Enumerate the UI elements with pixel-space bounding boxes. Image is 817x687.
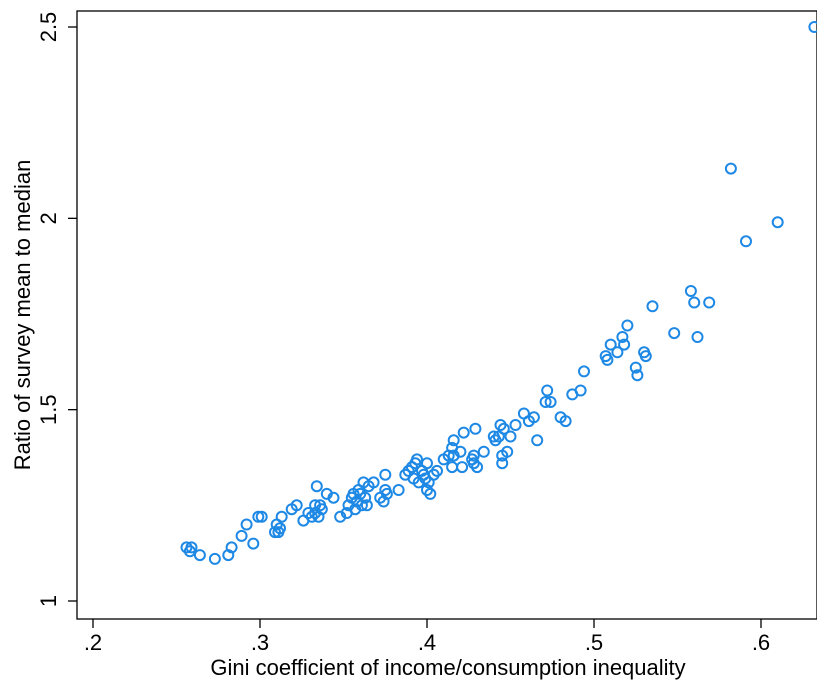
data-point — [431, 464, 443, 477]
data-point — [392, 484, 405, 496]
plot-frame — [76, 10, 817, 620]
y-tick-label: 2.5 — [36, 12, 61, 43]
data-point — [315, 503, 328, 516]
data-point — [359, 491, 372, 504]
data-point — [509, 419, 522, 431]
data-point — [225, 541, 238, 554]
data-point — [496, 457, 509, 470]
y-tick-label: 2 — [36, 212, 61, 224]
x-tick-label: .5 — [585, 630, 603, 655]
data-point — [290, 499, 303, 512]
data-point — [724, 162, 737, 175]
data-point — [327, 491, 340, 504]
data-point — [424, 487, 437, 500]
data-point — [688, 296, 701, 309]
data-point — [771, 216, 784, 229]
data-point — [360, 499, 373, 512]
data-point — [193, 549, 206, 562]
y-axis-title: Ratio of survey mean to median — [10, 160, 35, 471]
data-point — [275, 510, 288, 523]
data-point — [684, 285, 697, 297]
x-tick-label: .4 — [418, 630, 436, 655]
data-point — [469, 422, 482, 435]
data-point — [618, 338, 631, 351]
data-point — [377, 495, 390, 508]
data-point — [457, 426, 470, 439]
data-point — [541, 384, 554, 397]
data-point — [310, 480, 323, 493]
data-point — [447, 434, 460, 447]
data-point — [668, 327, 681, 340]
data-point — [527, 411, 540, 424]
data-point — [740, 235, 752, 248]
y-tick-label: 1.5 — [36, 394, 61, 425]
data-point — [379, 468, 392, 481]
x-axis-title: Gini coefficient of income/consumption i… — [210, 655, 685, 680]
data-point — [639, 350, 652, 363]
data-point — [477, 445, 490, 458]
data-point — [380, 487, 393, 500]
data-point — [631, 369, 644, 382]
data-point — [355, 499, 368, 512]
data-point — [467, 449, 480, 462]
x-tick-label: .6 — [752, 630, 770, 655]
data-point — [252, 510, 265, 523]
data-point — [185, 541, 198, 554]
data-point — [504, 430, 517, 443]
data-point — [235, 529, 248, 542]
data-point — [703, 296, 716, 309]
data-point — [808, 21, 817, 33]
data-point — [601, 353, 614, 366]
data-point — [574, 384, 587, 397]
data-point — [691, 331, 704, 343]
data-points — [180, 21, 817, 565]
data-point — [559, 415, 572, 428]
data-point — [208, 552, 221, 565]
x-tick-label: .2 — [84, 630, 102, 655]
data-point — [604, 338, 617, 351]
data-point — [446, 461, 459, 474]
y-axis: 1 1.5 2 2.5 — [36, 12, 77, 607]
data-point — [274, 522, 286, 535]
data-point — [531, 434, 544, 447]
data-point — [367, 476, 380, 489]
data-point — [497, 422, 510, 435]
data-point — [539, 396, 552, 408]
data-point — [629, 361, 642, 374]
data-point — [544, 396, 557, 408]
data-point — [616, 331, 629, 343]
data-point — [411, 453, 423, 466]
data-point — [621, 319, 634, 332]
data-point — [255, 510, 268, 523]
data-point — [240, 518, 253, 531]
x-tick-label: .3 — [251, 630, 269, 655]
data-point — [501, 445, 514, 458]
data-point — [611, 346, 624, 359]
data-point — [421, 457, 433, 470]
data-point — [471, 461, 484, 474]
data-point — [312, 510, 325, 523]
data-point — [454, 445, 467, 458]
data-point — [247, 537, 260, 550]
data-point — [456, 461, 469, 474]
data-point — [646, 300, 659, 313]
x-axis: .2 .3 .4 .5 .6 — [84, 619, 770, 655]
y-tick-label: 1 — [36, 595, 61, 607]
data-point — [578, 365, 590, 378]
